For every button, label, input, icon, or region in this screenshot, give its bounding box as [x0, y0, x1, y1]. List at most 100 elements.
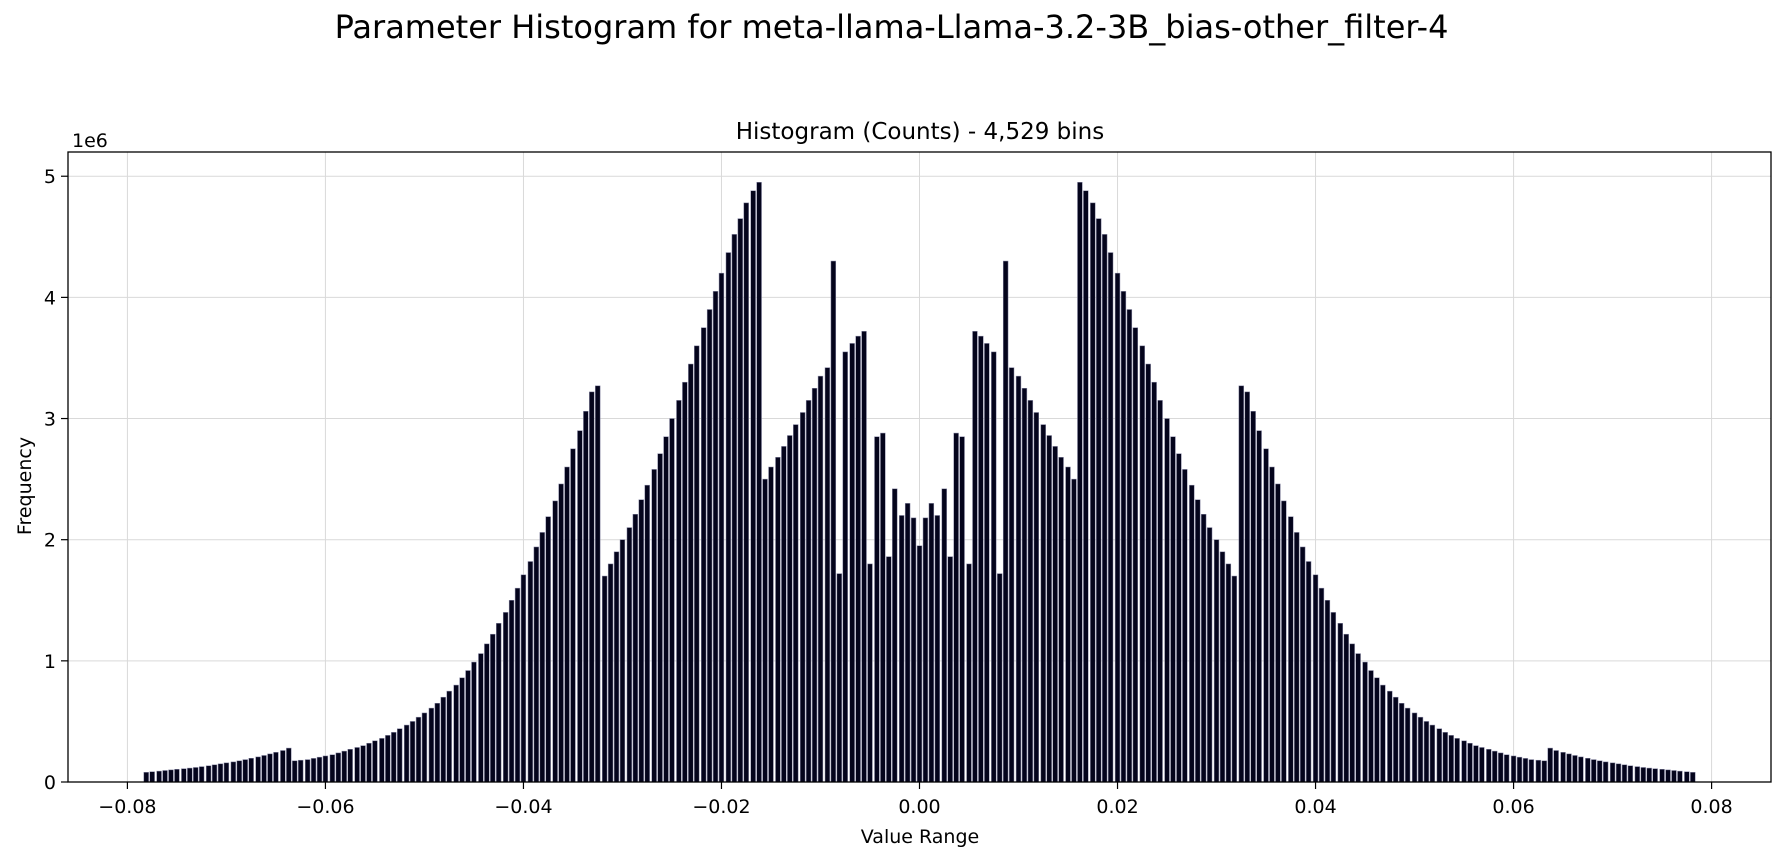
histogram-bar [718, 272, 725, 783]
histogram-bar [731, 234, 738, 783]
histogram-bar [1627, 765, 1634, 783]
histogram-bar [199, 766, 205, 783]
histogram-bar [1071, 478, 1077, 783]
histogram-bar [1399, 703, 1405, 783]
histogram-bar [1101, 234, 1108, 783]
histogram-bar [676, 400, 682, 783]
histogram-bar [397, 728, 403, 783]
histogram-bar [1591, 759, 1597, 783]
histogram-bar [508, 600, 515, 783]
histogram-bar [657, 453, 663, 783]
histogram-bar [725, 252, 732, 783]
histogram-bar [1132, 327, 1139, 783]
histogram-bar [892, 488, 898, 783]
histogram-bar [1566, 753, 1572, 783]
histogram-bar [242, 759, 248, 783]
histogram-bar [1492, 750, 1498, 783]
histogram-bar [830, 260, 837, 783]
histogram-bar [1640, 767, 1646, 783]
histogram-bar [1652, 768, 1658, 783]
histogram-bar [1560, 752, 1566, 783]
histogram-bar [1535, 759, 1541, 783]
histogram-bar [570, 448, 576, 783]
histogram-bar [434, 703, 440, 783]
histogram-bar [149, 771, 155, 783]
histogram-bar [1318, 587, 1325, 783]
histogram-bar [255, 756, 261, 783]
histogram-bar [465, 670, 471, 783]
histogram-bar [181, 768, 187, 783]
histogram-bar [304, 759, 311, 783]
histogram-bar [552, 500, 558, 783]
histogram-bar [1553, 750, 1559, 783]
histogram-bar [928, 503, 935, 783]
histogram-bar [1139, 345, 1145, 783]
histogram-bar [756, 182, 762, 783]
y-tick-label: 2 [44, 530, 56, 552]
histogram-bar [292, 760, 298, 783]
histogram-bar [248, 758, 254, 783]
histogram-bar [316, 756, 323, 783]
histogram-bar [737, 218, 743, 783]
histogram-bar [1281, 500, 1287, 783]
histogram-bar [1368, 670, 1374, 783]
histogram-bar [490, 633, 496, 783]
histogram-bar [688, 363, 694, 783]
histogram-bar [539, 532, 545, 783]
histogram-bar [1355, 653, 1361, 783]
histogram-bar [514, 587, 521, 783]
histogram-bar [1324, 600, 1331, 783]
histogram-bar [1380, 684, 1386, 783]
histogram-bar [1213, 539, 1220, 783]
histogram-bar [174, 769, 180, 783]
histogram-bar [775, 457, 781, 783]
y-tick-label: 5 [44, 166, 56, 188]
histogram-bar [1578, 756, 1584, 783]
histogram-bar [663, 436, 669, 783]
histogram-bar [953, 432, 959, 783]
histogram-bar [223, 762, 230, 783]
histogram-bar [886, 556, 892, 783]
histogram-bar [619, 539, 626, 783]
histogram-bar [187, 767, 193, 783]
histogram-bar [1411, 712, 1418, 783]
histogram-bar [415, 716, 422, 783]
histogram-bar [1429, 724, 1436, 783]
histogram-bar [1294, 532, 1300, 783]
y-tick-label: 1 [44, 651, 56, 673]
histogram-bar [162, 770, 168, 783]
histogram-bar [379, 738, 385, 783]
histogram-bar [236, 760, 242, 783]
histogram-bar [440, 696, 446, 783]
histogram-bar [310, 758, 317, 783]
chart-title: Histogram (Counts) - 4,529 bins [736, 119, 1104, 145]
histogram-bar [366, 742, 372, 783]
y-tick-label: 4 [44, 287, 56, 309]
histogram-bar [1448, 735, 1454, 783]
histogram-bar [143, 772, 149, 783]
histogram-bar [360, 745, 366, 783]
histogram-bar [934, 515, 940, 783]
figure-title: Parameter Histogram for meta-llama-Llama… [334, 8, 1449, 46]
histogram-bar [700, 327, 707, 783]
histogram-bar [1065, 466, 1071, 783]
histogram-bar [626, 527, 633, 783]
histogram-bar [558, 483, 564, 783]
histogram-bar [793, 424, 799, 783]
histogram-bar [298, 759, 304, 783]
histogram-bar [1182, 469, 1188, 783]
histogram-bar [1033, 412, 1040, 783]
histogram-bar [533, 546, 539, 783]
histogram-bar [1170, 436, 1176, 783]
histogram-bar [478, 653, 484, 783]
histogram-bar [601, 575, 608, 783]
histogram-bar [1288, 516, 1294, 783]
histogram-bar [904, 503, 911, 783]
histogram-bar [1231, 575, 1238, 783]
histogram-bar [1659, 769, 1665, 783]
histogram-bar [484, 643, 490, 783]
histogram-bar [1602, 761, 1609, 783]
histogram-bar [520, 574, 527, 783]
histogram-bar [1374, 677, 1380, 783]
